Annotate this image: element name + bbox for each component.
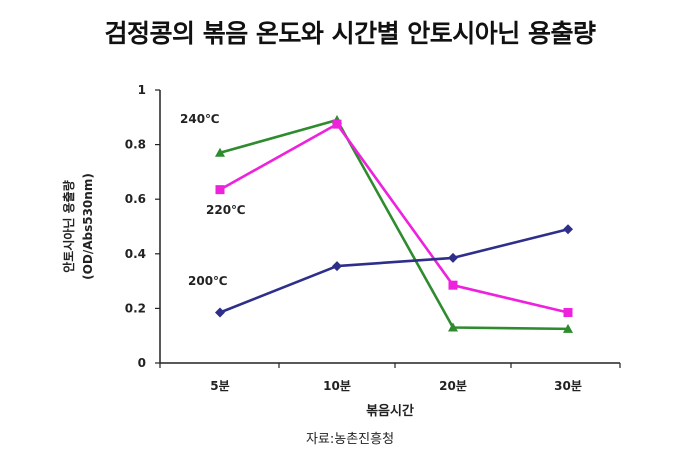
data-point-marker bbox=[563, 307, 573, 317]
y-tick-label: 0.2 bbox=[125, 301, 146, 315]
chart-title: 검정콩의 볶음 온도와 시간별 안토시아닌 용출량 bbox=[104, 19, 596, 48]
data-point-marker bbox=[563, 224, 573, 235]
series-line bbox=[219, 122, 569, 314]
y-tick-label: 0 bbox=[138, 356, 146, 370]
data-point-marker bbox=[215, 147, 225, 157]
series-line bbox=[219, 227, 569, 314]
data-point-marker bbox=[215, 185, 225, 195]
x-tick-label: 5분 bbox=[210, 379, 229, 393]
x-tick-label: 20분 bbox=[439, 379, 467, 393]
y-axis-label-line1: 안토시아닌 용출량 bbox=[61, 180, 76, 273]
series-line bbox=[219, 118, 569, 331]
y-tick-label: 0.6 bbox=[125, 192, 146, 206]
y-tick-label: 1 bbox=[138, 83, 146, 97]
y-tick-label: 0.4 bbox=[125, 247, 146, 261]
x-tick-label: 30분 bbox=[554, 379, 582, 393]
data-point-marker bbox=[332, 261, 342, 272]
source-note: 자료:농촌진흥청 bbox=[305, 432, 395, 447]
data-point-marker bbox=[563, 323, 573, 333]
data-point-marker bbox=[448, 252, 458, 263]
data-point-marker bbox=[215, 307, 225, 318]
data-point-marker bbox=[448, 280, 458, 290]
y-axis-label-line2: (OD/Abs530nm) bbox=[81, 173, 95, 280]
x-axis-label: 볶음시간 bbox=[366, 403, 414, 419]
x-tick-label: 10분 bbox=[323, 379, 351, 393]
series-label: 240℃ bbox=[180, 112, 220, 126]
series-label: 220℃ bbox=[206, 203, 246, 217]
data-point-marker bbox=[448, 322, 458, 332]
series-label: 200℃ bbox=[188, 274, 228, 288]
y-tick-label: 0.8 bbox=[125, 138, 146, 152]
data-point-marker bbox=[332, 119, 342, 129]
